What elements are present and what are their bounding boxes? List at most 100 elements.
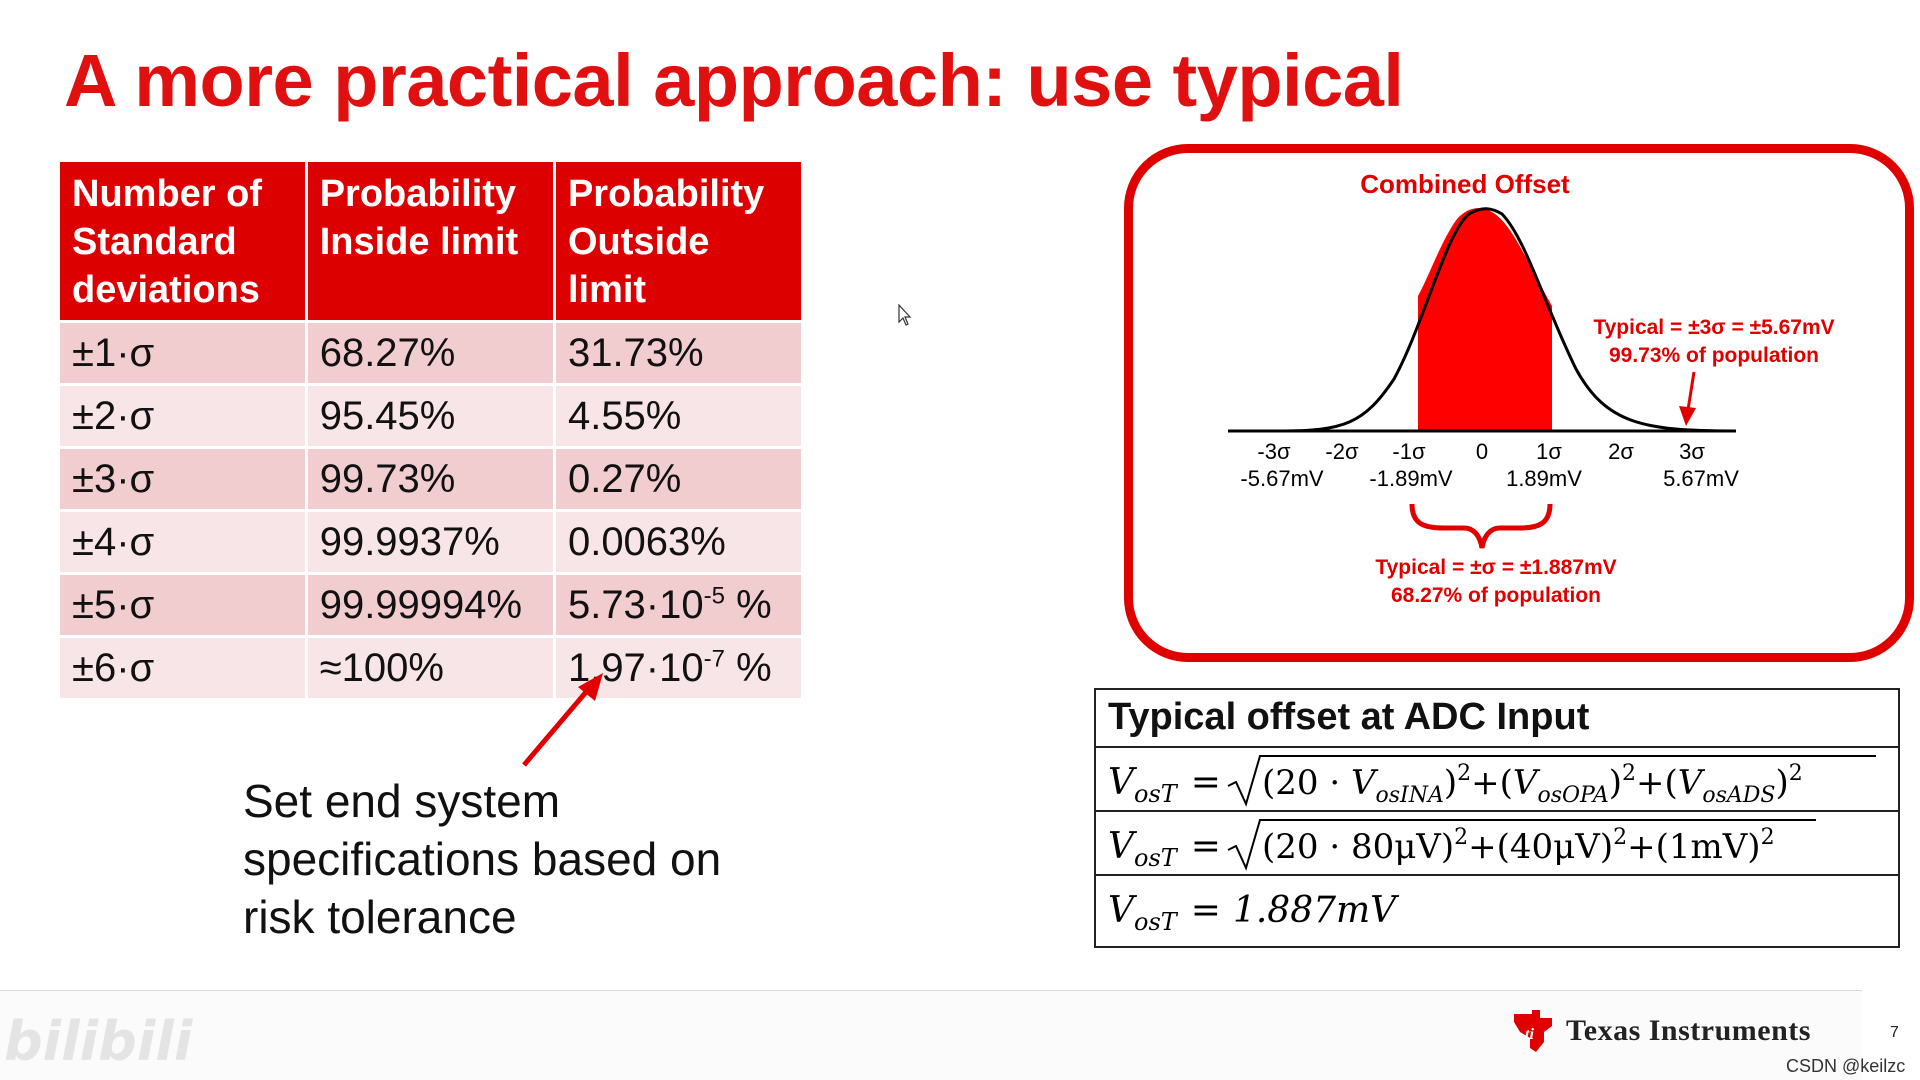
distribution-title: Combined Offset [1360,169,1570,199]
formula-row-result: VosT = 1.887mV [1096,876,1898,940]
sqrt-icon [1227,819,1816,871]
mv-label-1-sigma: 1.89mV [1506,466,1582,491]
numeric-square-2: 2 [1613,825,1627,850]
formula-row-numeric: VosT = (20 · 80μV)2+(40μV)2+(1mV)2 [1096,812,1898,876]
formula-numeric-svg: VosT = (20 · 80μV)2+(40μV)2+(1mV)2 [1108,819,1816,872]
tick-label-minus-2-sigma: -2σ [1325,439,1359,464]
tick-label-minus-3-sigma: -3σ [1257,439,1291,464]
outside-cell: 4.55% [554,384,805,449]
arrow-up-icon [522,673,603,767]
equals-sign: = [1191,890,1221,931]
numeric-term1: (20 · 80μV) [1262,827,1454,867]
curly-brace-icon [1409,503,1553,549]
numeric-term3: (1mV) [1656,827,1761,867]
outside-cell: 31.73% [554,321,805,386]
lhs-sub: osT [1134,844,1179,872]
lhs-var: V [1108,890,1138,931]
lhs-var: V [1108,826,1138,867]
svg-text:(20 · VosINA)2+(VosOPA)2+(VosA: (20 · VosINA)2+(VosOPA)2+(VosADS)2 [1262,761,1803,808]
tick-label-3-sigma: 3σ [1679,439,1705,464]
one-sigma-annotation-line2: 68.27% of population [1391,584,1601,607]
term1-close: ) [1444,763,1457,803]
formula-result-svg: VosT = 1.887mV [1108,890,1400,936]
outside-unit: % [724,582,772,627]
sigma-cell: ±1·σ [60,321,308,386]
result-value: 1.887mV [1233,890,1400,931]
formula-symbolic-svg: VosT = (20 · VosINA)2+(VosOPA)2+(VosADS)2 [1108,755,1876,808]
term2-sub: osOPA [1537,783,1608,808]
three-sigma-arrow [1686,371,1696,411]
term3-close: ) [1775,763,1788,803]
mv-label-neg-3-sigma: -5.67mV [1240,466,1323,491]
table-row: ±6·σ ≈100% 1.97·10-7 % [60,636,805,701]
svg-text:(20 · 80μV)2+(40μV)2+(1mV)2: (20 · 80μV)2+(40μV)2+(1mV)2 [1262,825,1775,867]
inside-cell: 99.73% [306,447,556,512]
inside-cell: 99.9937% [306,510,556,575]
three-sigma-arrowhead [1679,406,1696,426]
typical-offset-formula-box: Typical offset at ADC Input VosT = (20 · … [1094,688,1900,948]
header-std-deviations: Number of Standard deviations [60,162,308,323]
equals-sign: = [1191,762,1221,803]
tick-label-zero: 0 [1476,439,1488,464]
term2-close: ) [1609,763,1622,803]
term3-square: 2 [1789,761,1803,786]
outside-cell: 0.0063% [554,510,805,575]
bilibili-logo: bilibili [4,1010,193,1073]
outside-cell: 5.73·10-5 % [554,573,805,638]
outside-unit: % [724,645,772,690]
table-row: ±1·σ 68.27% 31.73% [60,321,805,386]
sigma-probability-table: Number of Standard deviations Probabilit… [60,162,805,701]
equals-sign: = [1191,826,1221,867]
svg-text:VosT=: VosT = [1108,762,1221,808]
sigma-cell: ±6·σ [60,636,308,701]
header-prob-outside: Probability Outside limit [554,162,805,323]
bell-curve [1278,207,1735,433]
company-name: Texas Instruments [1566,1014,1811,1047]
tick-label-minus-1-sigma: -1σ [1392,439,1426,464]
term1-open: (20 · [1262,763,1351,803]
outside-exponent: -7 [703,645,725,673]
term3-open: ( [1665,763,1678,803]
one-sigma-annotation-line1: Typical = ±σ = ±1.887mV [1375,556,1616,579]
sqrt-icon [1227,755,1876,807]
footer-divider [0,990,1862,991]
mv-label-3-sigma: 5.67mV [1663,466,1739,491]
term2-square: 2 [1622,761,1636,786]
tick-label-2-sigma: 2σ [1608,439,1634,464]
sigma-cell: ±4·σ [60,510,308,575]
table-header-row: Number of Standard deviations Probabilit… [60,162,805,323]
term1-square: 2 [1457,761,1471,786]
svg-text:ti: ti [1525,1026,1534,1043]
one-sigma-fill [1418,208,1552,431]
inside-cell: 68.27% [306,321,556,386]
tick-label-1-sigma: 1σ [1536,439,1562,464]
header-prob-inside: Probability Inside limit [306,162,556,323]
plus-1: + [1471,763,1500,803]
numeric-plus-2: + [1627,827,1656,867]
inside-cell: 95.45% [306,384,556,449]
outside-cell: 1.97·10-7 % [554,636,805,701]
inside-cell: 99.99994% [306,573,556,638]
outside-cell: 0.27% [554,447,805,512]
lhs-sub: osT [1134,908,1179,936]
table-row: ±4·σ 99.9937% 0.0063% [60,510,805,575]
mouse-cursor-icon [898,304,912,326]
numeric-term2: (40μV) [1497,827,1613,867]
sigma-cell: ±5·σ [60,573,308,638]
sigma-cell: ±3·σ [60,447,308,512]
mv-label-neg-1-sigma: -1.89mV [1369,466,1452,491]
slide-title: A more practical approach: use typical [64,39,1404,122]
term3-var: V [1678,763,1706,803]
lhs-sub: osT [1134,780,1179,808]
plus-2: + [1636,763,1665,803]
three-sigma-annotation-line1: Typical = ±3σ = ±5.67mV [1593,316,1834,339]
table-row: ±3·σ 99.73% 0.27% [60,447,805,512]
numeric-plus-1: + [1468,827,1497,867]
svg-text:VosT=1.887mV: VosT = 1.887mV [1108,890,1400,936]
term2-open: ( [1500,763,1513,803]
numeric-square-3: 2 [1761,825,1775,850]
numeric-square-1: 2 [1454,825,1468,850]
outside-exponent: -5 [703,582,725,610]
texas-instruments-logo-icon: ti [1514,1010,1552,1052]
risk-tolerance-note: Set end system specifications based on r… [243,775,722,943]
